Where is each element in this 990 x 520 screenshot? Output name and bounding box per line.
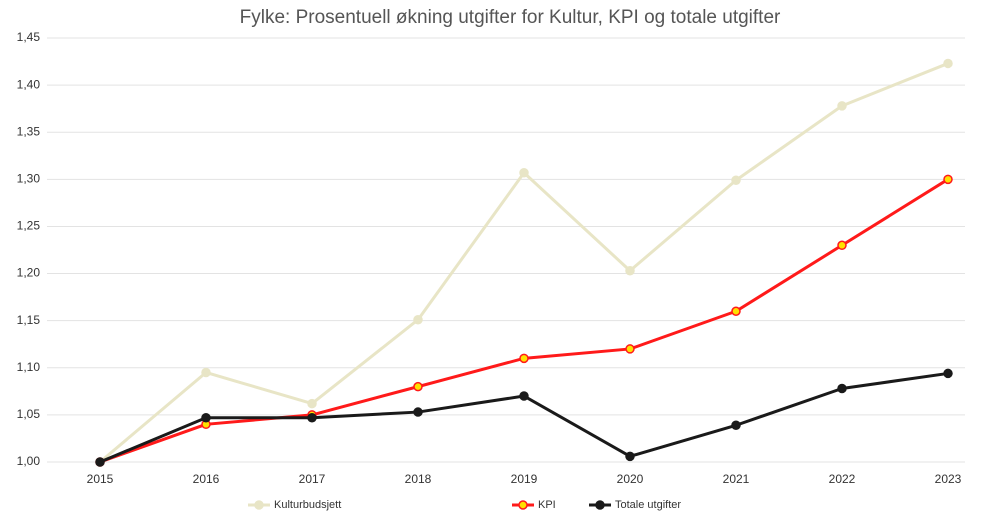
data-point [201,412,211,423]
legend-label: Kulturbudsjett [274,499,341,511]
data-point [201,367,211,378]
x-tick-label: 2020 [617,472,644,486]
series-line [99,62,949,464]
data-point [307,398,317,409]
series-line [99,371,949,464]
y-tick-label: 1,00 [17,454,41,468]
data-point [519,353,529,364]
chart-title: Fylke: Prosentuell økning utgifter for K… [240,7,781,28]
data-point [519,391,529,401]
data-point [943,368,953,379]
legend-marker [518,500,528,510]
data-point [95,457,105,467]
data-point [413,314,423,325]
data-point [307,412,317,423]
x-tick-label: 2017 [299,472,326,486]
data-point [731,175,741,186]
data-point [413,381,423,392]
y-tick-label: 1,40 [17,77,41,91]
data-point [837,383,847,394]
y-tick-label: 1,15 [17,313,41,327]
y-tick-label: 1,05 [17,407,41,421]
legend-marker [254,500,264,510]
y-tick-label: 1,25 [17,219,41,233]
data-point [519,167,529,178]
y-tick-label: 1,30 [17,172,41,186]
x-tick-label: 2018 [405,472,432,486]
data-point [731,420,741,431]
legend-label: Totale utgifter [615,499,681,511]
data-point [413,407,423,417]
data-point [625,344,635,354]
x-tick-label: 2015 [87,472,114,486]
data-point [943,58,953,69]
x-tick-label: 2021 [723,472,750,486]
y-tick-label: 1,20 [17,266,41,280]
y-tick-label: 1,35 [17,124,41,138]
data-point [837,240,847,251]
data-point [625,265,635,276]
x-tick-label: 2016 [193,472,220,486]
legend-label: KPI [538,499,556,511]
x-tick-label: 2023 [935,472,962,486]
y-tick-label: 1,45 [17,30,41,44]
data-point [625,451,635,462]
x-tick-label: 2022 [829,472,856,486]
data-point [837,101,847,111]
data-point [943,174,953,185]
y-tick-label: 1,10 [17,360,41,374]
legend-marker [595,500,605,510]
data-point [731,306,741,316]
x-tick-label: 2019 [511,472,538,486]
